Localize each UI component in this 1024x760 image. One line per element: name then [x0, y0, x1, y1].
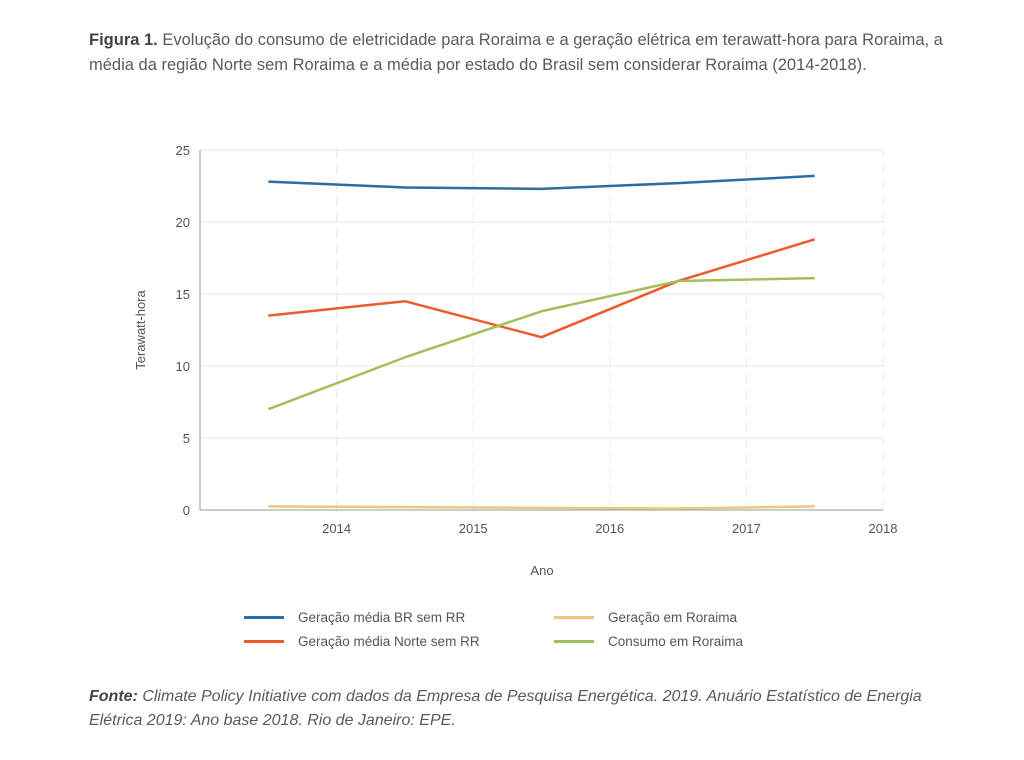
legend-label: Geração média Norte sem RR — [298, 634, 480, 649]
series-line-2 — [268, 238, 816, 339]
series-line-1 — [268, 174, 815, 191]
y-tick-label: 5 — [183, 431, 190, 446]
line-chart: 0 5 10 15 20 25 2014 2015 2016 2017 2018 Terawatt-… — [133, 143, 898, 578]
legend-swatch — [244, 640, 284, 643]
x-tick-label: 2018 — [869, 521, 898, 536]
x-tick-label: 2016 — [595, 521, 624, 536]
legend-item: Consumo em Roraima — [554, 634, 743, 649]
y-tick-label: 15 — [176, 287, 190, 302]
caption-text: Evolução do consumo de eletricidade para… — [89, 31, 943, 74]
y-tick-label: 20 — [176, 215, 190, 230]
caption-label: Figura 1. — [89, 31, 158, 49]
series-lines — [267, 174, 816, 510]
legend-swatch — [244, 616, 284, 619]
source-label: Fonte: — [89, 688, 138, 705]
y-tick-label: 10 — [176, 359, 190, 374]
x-tick-label: 2014 — [322, 521, 351, 536]
y-axis-label: Terawatt-hora — [133, 289, 148, 369]
axes: 0 5 10 15 20 25 2014 2015 2016 2017 2018 — [176, 143, 898, 536]
legend-item: Geração em Roraima — [554, 610, 737, 625]
x-tick-label: 2015 — [459, 521, 488, 536]
legend-item: Geração média Norte sem RR — [244, 634, 480, 649]
grid — [200, 149, 884, 510]
y-tick-label: 25 — [176, 143, 190, 158]
y-tick-label: 0 — [183, 503, 190, 518]
legend-label: Geração em Roraima — [608, 610, 738, 625]
legend-label: Consumo em Roraima — [608, 634, 744, 649]
x-tick-label: 2017 — [732, 521, 761, 536]
series-line-3 — [268, 505, 815, 510]
legend-label: Geração média BR sem RR — [298, 610, 466, 625]
source-note: Fonte: Climate Policy Initiative com dad… — [89, 685, 959, 733]
source-text: Climate Policy Initiative com dados da E… — [89, 688, 922, 729]
legend-item: Geração média BR sem RR — [244, 610, 465, 625]
figure-caption: Figura 1. Evolução do consumo de eletric… — [89, 28, 949, 78]
legend-swatch — [554, 640, 594, 643]
legend-swatch — [554, 616, 594, 619]
series-line-4 — [267, 276, 815, 411]
x-axis-label: Ano — [530, 563, 553, 578]
